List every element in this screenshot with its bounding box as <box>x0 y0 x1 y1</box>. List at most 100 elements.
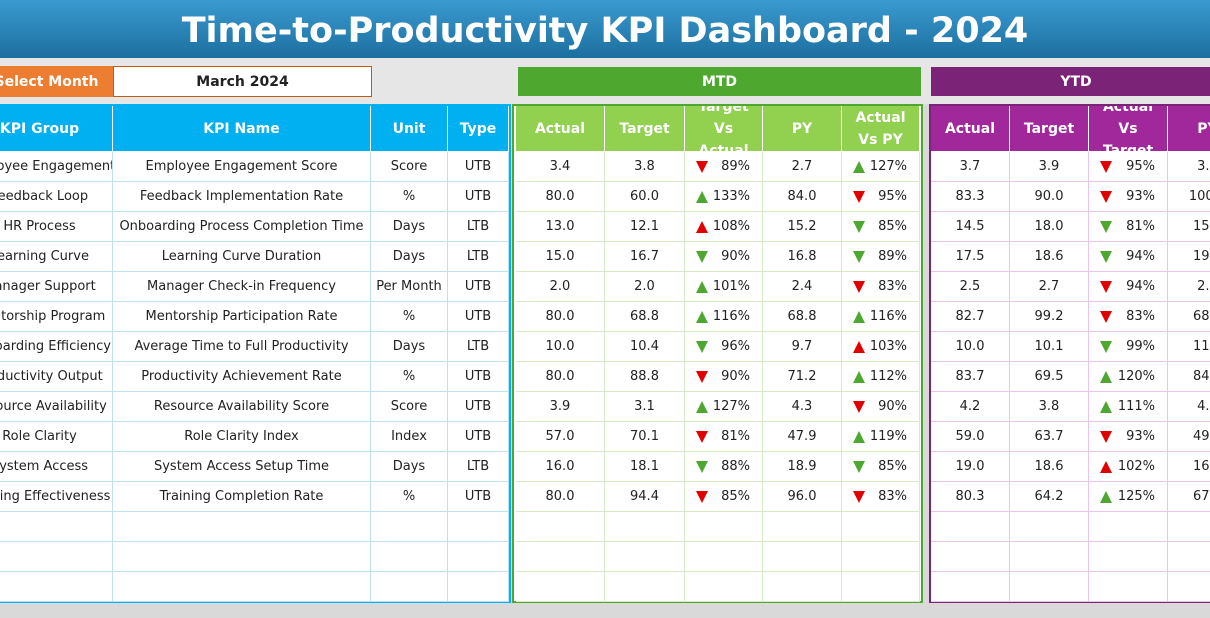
percent-cell: 85% <box>842 452 920 482</box>
empty-cell <box>685 572 763 602</box>
percent-value: 125% <box>1117 489 1155 504</box>
arrow-shape <box>853 191 865 203</box>
arrow-shape <box>696 251 708 263</box>
value-cell: 68.8 <box>605 302 685 332</box>
percent-cell: 119% <box>842 422 920 452</box>
value-cell: 3.8 <box>1168 152 1210 182</box>
value-cell: 96.0 <box>763 482 842 512</box>
arrow-up <box>696 221 708 233</box>
empty-cell <box>685 512 763 542</box>
month-select[interactable]: March 2024 <box>113 66 372 97</box>
value-cell: 19.0 <box>931 452 1010 482</box>
arrow-shape <box>853 431 865 443</box>
empty-cell <box>1010 572 1089 602</box>
percent-value: 116% <box>869 309 907 324</box>
kpi-cell: % <box>371 302 448 332</box>
kpi-cell: Per Month <box>371 272 448 302</box>
arrow-shape <box>1100 281 1112 293</box>
percent-cell: 90% <box>685 242 763 272</box>
arrow-shape <box>1100 311 1112 323</box>
value-cell: 2.0 <box>516 272 605 302</box>
arrow-shape <box>696 491 708 503</box>
value-cell: 4.1 <box>1168 392 1210 422</box>
percent-cell: 90% <box>842 392 920 422</box>
column-header: Unit <box>371 106 448 151</box>
empty-cell <box>685 542 763 572</box>
value-cell: 80.0 <box>516 362 605 392</box>
empty-cell <box>516 512 605 542</box>
percent-cell: 101% <box>685 272 763 302</box>
arrow-shape <box>1100 371 1112 383</box>
kpi-cell: Days <box>371 212 448 242</box>
percent-cell: 93% <box>1089 422 1168 452</box>
value-cell: 10.0 <box>931 332 1010 362</box>
percent-value: 93% <box>1126 189 1155 204</box>
arrow-shape <box>1100 461 1112 473</box>
value-cell: 16.2 <box>1168 452 1210 482</box>
kpi-cell: Learning Curve <box>0 242 113 272</box>
value-cell: 3.9 <box>516 392 605 422</box>
empty-cell <box>1089 572 1168 602</box>
value-cell: 2.7 <box>763 152 842 182</box>
empty-cell <box>1168 512 1210 542</box>
empty-cell <box>763 512 842 542</box>
kpi-cell: Manager Support <box>0 272 113 302</box>
arrow-shape <box>1100 251 1112 263</box>
percent-cell: 95% <box>842 182 920 212</box>
empty-cell <box>371 572 448 602</box>
value-cell: 3.7 <box>931 152 1010 182</box>
arrow-shape <box>696 191 708 203</box>
percent-cell: 120% <box>1089 362 1168 392</box>
percent-value: 83% <box>878 489 907 504</box>
value-cell: 57.0 <box>516 422 605 452</box>
value-cell: 71.2 <box>763 362 842 392</box>
value-cell: 9.7 <box>763 332 842 362</box>
arrow-shape <box>696 371 708 383</box>
arrow-down <box>1100 161 1112 173</box>
percent-cell: 125% <box>1089 482 1168 512</box>
arrow-shape <box>696 281 708 293</box>
kpi-cell: Days <box>371 242 448 272</box>
empty-cell <box>1168 542 1210 572</box>
kpi-cell: HR Process <box>0 212 113 242</box>
value-cell: 3.8 <box>1010 392 1089 422</box>
kpi-cell: Role Clarity Index <box>113 422 371 452</box>
percent-cell: 90% <box>685 362 763 392</box>
empty-cell <box>1010 512 1089 542</box>
percent-value: 99% <box>1126 339 1155 354</box>
arrow-shape <box>696 341 708 353</box>
arrow-down <box>1100 221 1112 233</box>
percent-value: 133% <box>712 189 750 204</box>
arrow-down <box>696 341 708 353</box>
column-header: KPI Name <box>113 106 371 151</box>
empty-cell <box>0 542 113 572</box>
value-cell: 4.3 <box>763 392 842 422</box>
value-cell: 16.7 <box>605 242 685 272</box>
empty-cell <box>605 572 685 602</box>
arrow-shape <box>853 461 865 473</box>
empty-cell <box>371 512 448 542</box>
arrow-shape <box>696 461 708 473</box>
percent-cell: 81% <box>1089 212 1168 242</box>
arrow-shape <box>853 221 865 233</box>
percent-cell: 85% <box>842 212 920 242</box>
value-cell: 18.0 <box>1010 212 1089 242</box>
value-cell: 10.4 <box>605 332 685 362</box>
mtd-column-header: Target <box>605 106 685 151</box>
empty-cell <box>931 542 1010 572</box>
percent-value: 85% <box>878 219 907 234</box>
percent-value: 89% <box>878 249 907 264</box>
arrow-shape <box>853 311 865 323</box>
arrow-down <box>1100 341 1112 353</box>
percent-value: 111% <box>1117 399 1155 414</box>
kpi-cell: % <box>371 362 448 392</box>
value-cell: 16.8 <box>763 242 842 272</box>
percent-cell: 95% <box>1089 152 1168 182</box>
arrow-shape <box>853 281 865 293</box>
empty-cell <box>1168 572 1210 602</box>
percent-value: 108% <box>712 219 750 234</box>
arrow-up <box>1100 401 1112 413</box>
value-cell: 80.0 <box>516 482 605 512</box>
value-cell: 19.4 <box>1168 242 1210 272</box>
value-cell: 94.4 <box>605 482 685 512</box>
